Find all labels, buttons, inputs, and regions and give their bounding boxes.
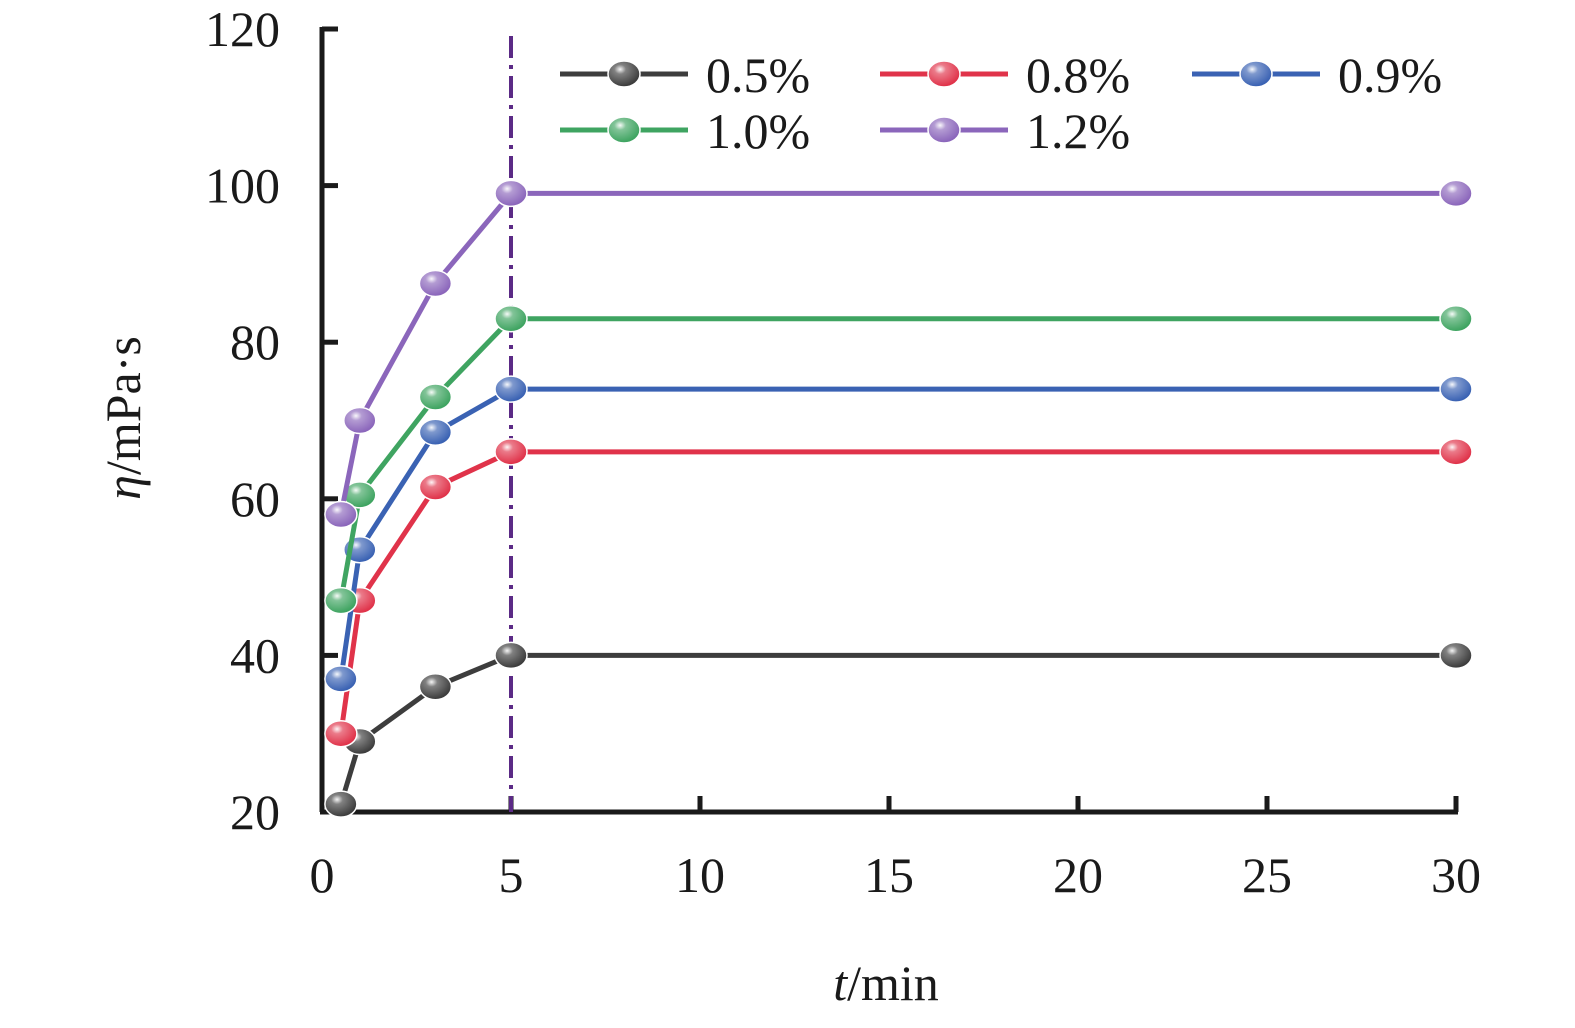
marker-shine (608, 117, 640, 143)
legend-item: 0.9% (1192, 47, 1442, 103)
legend-label: 0.8% (1026, 47, 1130, 103)
x-tick-label: 25 (1242, 847, 1292, 903)
marker-shine (495, 180, 527, 207)
data-point (494, 641, 528, 670)
data-point (494, 304, 528, 333)
x-axis-title-symbol: t (833, 955, 848, 1011)
y-axis-title-symbol: η (95, 475, 151, 500)
marker-shine (1440, 180, 1472, 207)
data-point (1439, 179, 1473, 208)
data-point (324, 586, 358, 615)
marker-shine (928, 61, 960, 87)
marker-shine (419, 474, 452, 501)
data-point (1439, 438, 1473, 466)
marker-shine (343, 481, 376, 508)
series-0.5% (324, 641, 1473, 818)
axes: 20 40 60 80 100 120 0 5 10 15 20 25 30 (205, 1, 1481, 903)
data-point (324, 665, 358, 693)
series-line (338, 386, 1456, 680)
marker-shine (324, 501, 357, 528)
marker-shine (324, 665, 357, 692)
x-tick-label: 0 (310, 847, 335, 903)
marker-shine (1440, 305, 1472, 332)
data-point (324, 790, 358, 818)
marker-shine (324, 720, 357, 747)
legend-item: 1.2% (880, 103, 1130, 159)
data-point (343, 481, 377, 509)
legend-marker (607, 116, 641, 144)
series-0.9% (324, 375, 1473, 693)
y-tick-label: 40 (230, 627, 280, 683)
x-tick-label: 20 (1053, 847, 1103, 903)
x-axis-title-unit: /min (847, 955, 939, 1011)
y-axis-title: η/mPa·s (95, 336, 151, 500)
series-group (324, 179, 1473, 818)
marker-shine (324, 791, 357, 818)
x-axis-title: t/min (833, 955, 939, 1011)
marker-shine (1440, 376, 1472, 403)
data-point (418, 418, 453, 446)
legend-marker (1239, 60, 1273, 88)
marker-shine (419, 384, 452, 411)
y-tick-label: 20 (230, 784, 280, 840)
marker-shine (1440, 438, 1472, 465)
x-tick-label: 5 (499, 847, 524, 903)
marker-shine (419, 419, 452, 446)
marker-shine (608, 61, 640, 87)
data-point (418, 383, 453, 411)
data-point (1439, 375, 1473, 403)
series-line (338, 449, 1456, 735)
data-point (494, 179, 528, 208)
legend-label: 0.9% (1338, 47, 1442, 103)
legend-marker (607, 60, 641, 88)
data-point (418, 473, 453, 501)
marker-shine (495, 305, 527, 332)
marker-shine (419, 673, 452, 700)
series-1.0% (324, 304, 1473, 615)
data-point (494, 375, 528, 403)
data-point (324, 500, 358, 529)
marker-shine (495, 376, 527, 403)
marker-shine (324, 587, 357, 614)
data-point (494, 438, 528, 466)
y-axis-title-unit: /mPa·s (95, 336, 151, 475)
marker-shine (928, 117, 960, 143)
legend-marker (927, 116, 961, 144)
marker-shine (419, 270, 452, 297)
x-tick-label: 10 (675, 847, 725, 903)
data-point (418, 672, 453, 701)
data-point (324, 719, 358, 748)
series-line (338, 190, 1456, 515)
legend-label: 1.0% (706, 103, 810, 159)
x-tick-label: 30 (1431, 847, 1481, 903)
marker-shine (495, 642, 527, 669)
legend-label: 0.5% (706, 47, 810, 103)
legend-item: 0.5% (560, 47, 810, 103)
legend-item: 1.0% (560, 103, 810, 159)
series-1.2% (324, 179, 1473, 529)
data-point (418, 269, 453, 298)
data-point (1439, 641, 1473, 670)
marker-shine (343, 407, 376, 434)
marker-shine (495, 438, 527, 465)
series-0.8% (324, 438, 1473, 748)
x-tick-label: 15 (864, 847, 914, 903)
marker-shine (1240, 61, 1272, 87)
y-tick-label: 100 (205, 158, 280, 214)
y-tick-label: 60 (230, 471, 280, 527)
y-tick-label: 80 (230, 314, 280, 370)
legend-item: 0.8% (880, 47, 1130, 103)
data-point (1439, 304, 1473, 333)
legend: 0.5% 0.8% 0.9% 1.0% 1.2% (560, 47, 1442, 159)
legend-marker (927, 60, 961, 88)
legend-label: 1.2% (1026, 103, 1130, 159)
series-line (338, 652, 1456, 805)
data-point (343, 406, 377, 435)
y-tick-label: 120 (205, 1, 280, 57)
marker-shine (1440, 642, 1472, 669)
